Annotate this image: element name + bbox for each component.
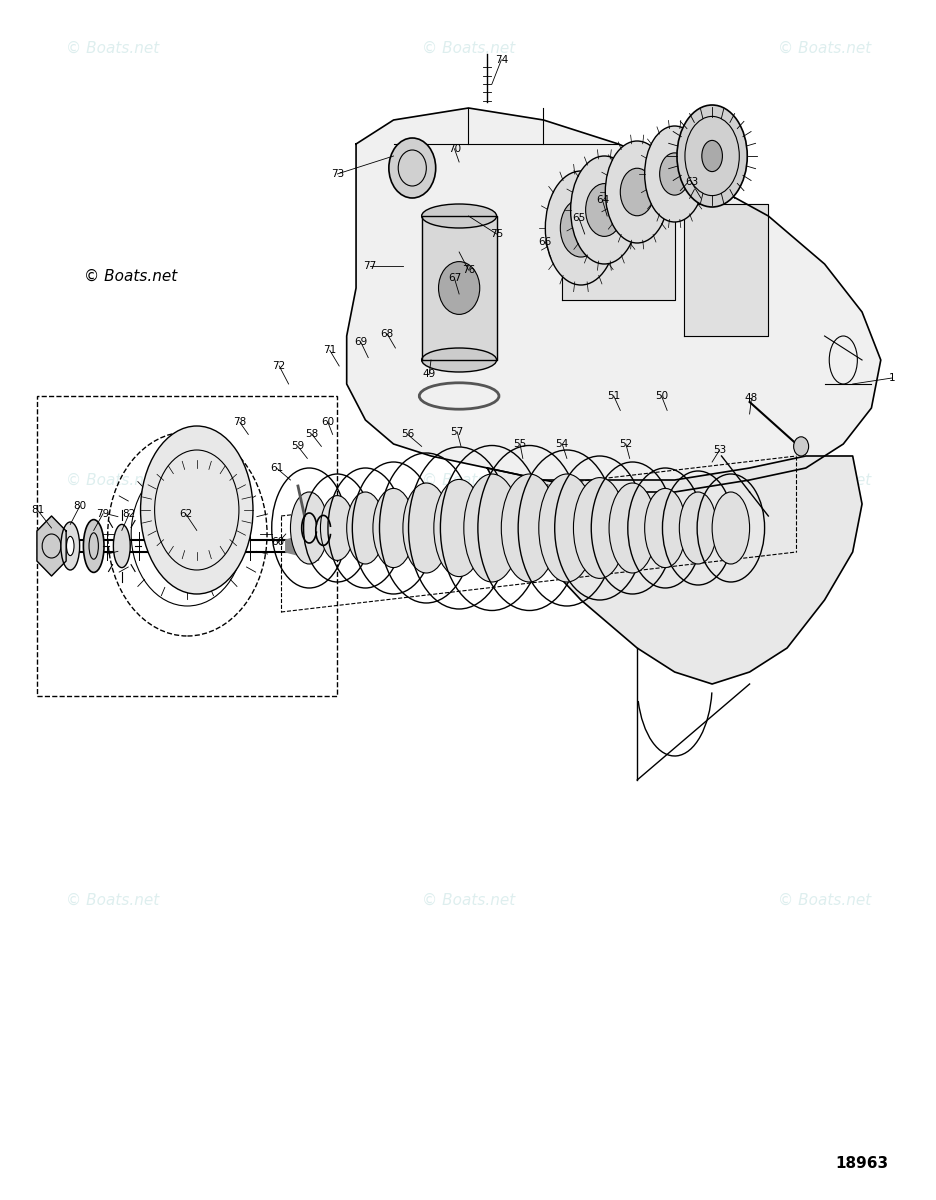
- Ellipse shape: [644, 488, 685, 568]
- Text: 66: 66: [538, 238, 551, 247]
- Text: 51: 51: [607, 391, 620, 401]
- Text: 78: 78: [233, 418, 246, 427]
- Text: 71: 71: [323, 346, 336, 355]
- Text: 75: 75: [490, 229, 503, 239]
- Polygon shape: [37, 516, 66, 576]
- Polygon shape: [285, 532, 318, 560]
- Text: 72: 72: [272, 361, 285, 371]
- Ellipse shape: [463, 474, 519, 582]
- Text: © Boats.net: © Boats.net: [777, 473, 870, 487]
- Text: 70: 70: [447, 144, 461, 154]
- Ellipse shape: [679, 492, 716, 564]
- Ellipse shape: [644, 126, 704, 222]
- Text: 64: 64: [595, 196, 608, 205]
- Ellipse shape: [538, 474, 594, 582]
- Text: © Boats.net: © Boats.net: [421, 41, 515, 55]
- Ellipse shape: [560, 199, 601, 257]
- Text: 60: 60: [271, 538, 285, 547]
- Circle shape: [388, 138, 435, 198]
- Text: 60: 60: [321, 418, 334, 427]
- Text: 63: 63: [684, 178, 697, 187]
- Text: © Boats.net: © Boats.net: [66, 473, 159, 487]
- Text: 80: 80: [73, 502, 86, 511]
- Ellipse shape: [585, 184, 622, 236]
- Ellipse shape: [676, 104, 747, 206]
- Text: 73: 73: [330, 169, 344, 179]
- Text: © Boats.net: © Boats.net: [777, 41, 870, 55]
- Ellipse shape: [402, 482, 449, 572]
- Text: 58: 58: [305, 430, 318, 439]
- Ellipse shape: [605, 140, 668, 242]
- Ellipse shape: [701, 140, 722, 172]
- Ellipse shape: [573, 478, 625, 578]
- Text: 55: 55: [513, 439, 526, 449]
- Text: 68: 68: [380, 329, 393, 338]
- Text: © Boats.net: © Boats.net: [421, 893, 515, 907]
- Ellipse shape: [570, 156, 637, 264]
- Ellipse shape: [140, 426, 253, 594]
- Ellipse shape: [320, 496, 354, 560]
- Text: 48: 48: [744, 394, 757, 403]
- Text: 81: 81: [31, 505, 44, 515]
- Text: © Boats.net: © Boats.net: [777, 893, 870, 907]
- Ellipse shape: [659, 152, 689, 196]
- Text: 65: 65: [572, 214, 585, 223]
- Polygon shape: [421, 216, 496, 360]
- Ellipse shape: [83, 520, 104, 572]
- Text: 57: 57: [450, 427, 463, 437]
- Text: 79: 79: [96, 509, 110, 518]
- Ellipse shape: [711, 492, 749, 564]
- Text: 76: 76: [461, 265, 475, 275]
- Text: 69: 69: [354, 337, 367, 347]
- Ellipse shape: [421, 348, 496, 372]
- Ellipse shape: [61, 522, 80, 570]
- Polygon shape: [487, 456, 861, 684]
- Ellipse shape: [113, 524, 130, 568]
- Text: © Boats.net: © Boats.net: [66, 893, 159, 907]
- Text: 82: 82: [123, 509, 136, 518]
- Ellipse shape: [421, 204, 496, 228]
- Ellipse shape: [545, 170, 616, 284]
- Circle shape: [168, 510, 206, 558]
- Polygon shape: [562, 192, 674, 300]
- Text: 52: 52: [619, 439, 632, 449]
- Text: 74: 74: [494, 55, 507, 65]
- Ellipse shape: [373, 488, 414, 568]
- Text: 77: 77: [363, 262, 376, 271]
- Text: © Boats.net: © Boats.net: [84, 269, 178, 283]
- Circle shape: [793, 437, 808, 456]
- Text: 1: 1: [887, 373, 895, 383]
- Text: © Boats.net: © Boats.net: [421, 473, 515, 487]
- Text: 62: 62: [179, 509, 192, 518]
- Text: 53: 53: [712, 445, 725, 455]
- Ellipse shape: [346, 492, 384, 564]
- Polygon shape: [346, 108, 880, 492]
- Text: 49: 49: [422, 370, 435, 379]
- Circle shape: [438, 262, 479, 314]
- Ellipse shape: [66, 536, 74, 556]
- Text: 54: 54: [555, 439, 568, 449]
- Ellipse shape: [433, 479, 484, 576]
- Text: 59: 59: [291, 442, 304, 451]
- Text: 61: 61: [270, 463, 283, 473]
- Text: 18963: 18963: [835, 1157, 887, 1171]
- Text: 67: 67: [447, 274, 461, 283]
- Ellipse shape: [290, 492, 328, 564]
- Ellipse shape: [620, 168, 653, 216]
- Text: 56: 56: [401, 430, 414, 439]
- Text: 50: 50: [654, 391, 667, 401]
- Polygon shape: [683, 204, 768, 336]
- Ellipse shape: [501, 474, 557, 582]
- Ellipse shape: [608, 482, 655, 572]
- Text: © Boats.net: © Boats.net: [66, 41, 159, 55]
